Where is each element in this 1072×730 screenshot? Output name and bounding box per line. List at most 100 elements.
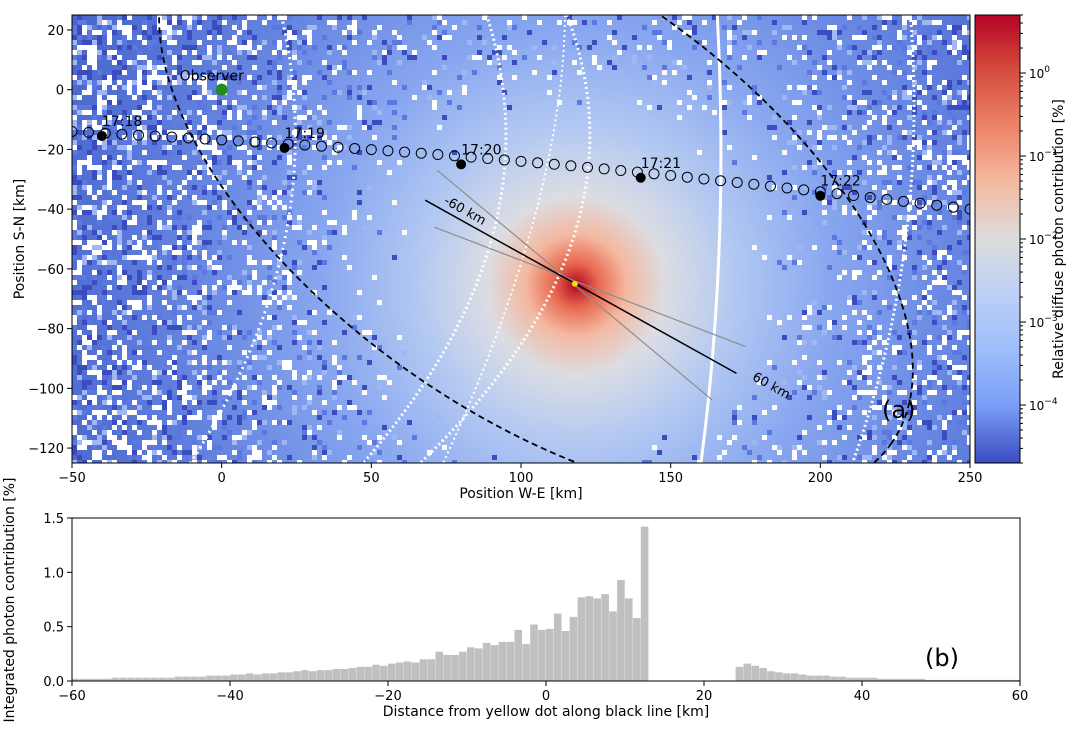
trajectory-point xyxy=(116,128,128,140)
noise-cell xyxy=(92,270,97,275)
noise-cell xyxy=(422,80,427,85)
noise-cell xyxy=(72,460,77,463)
noise-cell xyxy=(862,30,867,35)
noise-cell xyxy=(927,450,932,455)
noise-cell xyxy=(952,35,957,40)
noise-cell xyxy=(772,445,777,450)
noise-cell xyxy=(167,80,172,85)
noise-cell xyxy=(137,70,142,75)
noise-cell xyxy=(117,55,122,60)
noise-cell xyxy=(852,130,857,135)
noise-cell xyxy=(827,265,832,270)
noise-cell xyxy=(97,165,102,170)
noise-cell xyxy=(117,390,122,395)
noise-cell xyxy=(932,390,937,395)
noise-cell xyxy=(72,35,77,40)
noise-cell xyxy=(252,270,257,275)
noise-cell xyxy=(912,180,917,185)
noise-cell xyxy=(97,175,102,180)
noise-cell xyxy=(322,210,327,215)
noise-cell xyxy=(97,125,102,130)
noise-cell xyxy=(212,205,217,210)
noise-cell xyxy=(912,410,917,415)
noise-cell xyxy=(957,200,962,205)
noise-cell xyxy=(212,25,217,30)
histogram-bar xyxy=(877,678,886,681)
noise-cell xyxy=(147,420,152,425)
noise-cell xyxy=(112,165,117,170)
noise-cell xyxy=(147,365,152,370)
noise-cell xyxy=(667,40,672,45)
noise-cell xyxy=(272,195,277,200)
noise-cell xyxy=(147,255,152,260)
noise-cell xyxy=(217,55,222,60)
noise-cell xyxy=(817,375,822,380)
noise-cell xyxy=(202,105,207,110)
noise-cell xyxy=(432,105,437,110)
noise-cell xyxy=(892,200,897,205)
noise-cell xyxy=(867,140,872,145)
noise-cell xyxy=(237,310,242,315)
noise-cell xyxy=(82,120,87,125)
noise-cell xyxy=(842,270,847,275)
noise-cell xyxy=(117,40,122,45)
noise-cell xyxy=(122,25,127,30)
noise-cell xyxy=(217,255,222,260)
noise-cell xyxy=(92,120,97,125)
noise-cell xyxy=(177,275,182,280)
noise-cell xyxy=(72,345,77,350)
noise-cell xyxy=(352,25,357,30)
histogram-bar xyxy=(609,611,617,681)
noise-cell xyxy=(227,50,232,55)
noise-cell xyxy=(462,20,467,25)
noise-cell xyxy=(832,185,837,190)
noise-cell xyxy=(237,435,242,440)
noise-cell xyxy=(102,445,107,450)
noise-cell xyxy=(932,165,937,170)
noise-cell xyxy=(92,175,97,180)
noise-cell xyxy=(837,70,842,75)
noise-cell xyxy=(452,25,457,30)
histogram-bar xyxy=(988,679,996,681)
noise-cell xyxy=(97,370,102,375)
noise-cell xyxy=(212,460,217,463)
noise-cell xyxy=(367,410,372,415)
noise-cell xyxy=(842,325,847,330)
noise-cell xyxy=(117,235,122,240)
noise-cell xyxy=(947,370,952,375)
noise-cell xyxy=(757,380,762,385)
noise-cell xyxy=(167,340,172,345)
panel-a-ylabel: Position S-N [km] xyxy=(12,179,28,300)
noise-cell xyxy=(137,240,142,245)
noise-cell xyxy=(177,435,182,440)
noise-cell xyxy=(347,400,352,405)
noise-cell xyxy=(272,215,277,220)
noise-cell xyxy=(762,410,767,415)
noise-cell xyxy=(237,80,242,85)
noise-cell xyxy=(237,360,242,365)
yellow-dot xyxy=(571,280,578,287)
noise-cell xyxy=(197,40,202,45)
noise-cell xyxy=(192,20,197,25)
histogram-bar xyxy=(356,666,364,681)
noise-cell xyxy=(892,150,897,155)
noise-cell xyxy=(107,435,112,440)
noise-cell xyxy=(887,450,892,455)
noise-cell xyxy=(357,445,362,450)
noise-cell xyxy=(202,380,207,385)
noise-cell xyxy=(932,365,937,370)
noise-cell xyxy=(147,90,152,95)
noise-cell xyxy=(72,145,77,150)
noise-cell xyxy=(122,15,127,20)
noise-cell xyxy=(812,190,817,195)
noise-cell xyxy=(592,60,597,65)
noise-cell xyxy=(77,35,82,40)
noise-cell xyxy=(322,135,327,140)
noise-cell xyxy=(77,265,82,270)
noise-cell xyxy=(172,355,177,360)
noise-cell xyxy=(737,65,742,70)
noise-cell xyxy=(127,180,132,185)
noise-cell xyxy=(892,350,897,355)
noise-cell xyxy=(807,310,812,315)
